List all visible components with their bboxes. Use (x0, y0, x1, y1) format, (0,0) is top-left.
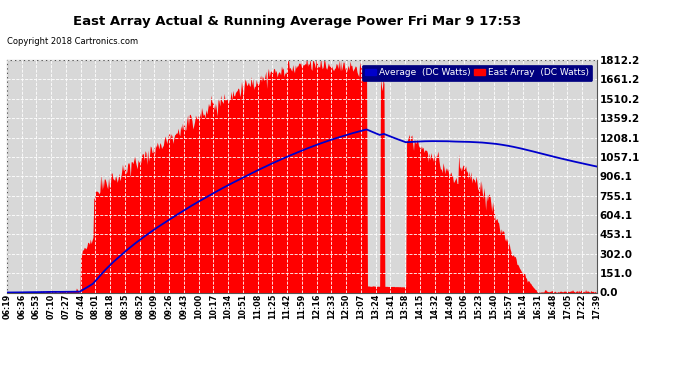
Text: Copyright 2018 Cartronics.com: Copyright 2018 Cartronics.com (7, 38, 138, 46)
Legend: Average  (DC Watts), East Array  (DC Watts): Average (DC Watts), East Array (DC Watts… (362, 64, 592, 81)
Text: East Array Actual & Running Average Power Fri Mar 9 17:53: East Array Actual & Running Average Powe… (72, 15, 521, 28)
